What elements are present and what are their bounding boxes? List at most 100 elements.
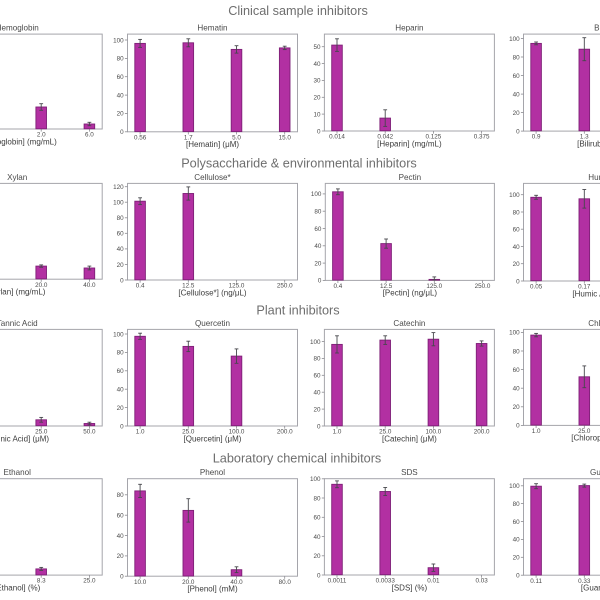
svg-text:80: 80	[513, 348, 521, 355]
svg-text:[Humic Acid] (ng/μL): [Humic Acid] (ng/μL)	[572, 289, 600, 298]
svg-text:80: 80	[117, 350, 125, 357]
svg-text:80: 80	[313, 356, 321, 363]
svg-text:40: 40	[313, 534, 321, 541]
svg-text:1.0: 1.0	[333, 429, 342, 436]
svg-text:[Hematin] (μM): [Hematin] (μM)	[186, 140, 239, 149]
svg-text:0.014: 0.014	[329, 134, 345, 141]
svg-text:Quercetin: Quercetin	[195, 319, 230, 328]
svg-text:200.0: 200.0	[474, 429, 490, 436]
svg-text:10.0: 10.0	[134, 579, 147, 586]
svg-text:20: 20	[314, 260, 322, 267]
svg-text:0.042: 0.042	[377, 134, 393, 141]
svg-text:60: 60	[314, 226, 322, 233]
svg-text:40: 40	[313, 390, 321, 397]
svg-text:8.3: 8.3	[37, 578, 46, 585]
svg-text:125.0: 125.0	[229, 283, 245, 290]
svg-text:20: 20	[513, 261, 521, 268]
svg-text:Chlorophyll: Chlorophyll	[588, 319, 600, 328]
svg-text:15.0: 15.0	[279, 134, 292, 141]
svg-text:60: 60	[513, 73, 521, 80]
svg-text:6.0: 6.0	[85, 132, 94, 139]
svg-text:Pectin: Pectin	[399, 173, 422, 182]
svg-text:80.0: 80.0	[279, 579, 292, 586]
svg-text:1.3: 1.3	[580, 134, 589, 141]
svg-text:Clinical sample inhibitors: Clinical sample inhibitors	[228, 4, 368, 18]
svg-text:100: 100	[509, 330, 520, 337]
svg-text:30: 30	[313, 78, 321, 85]
svg-text:[Quercetin] (μM): [Quercetin] (μM)	[184, 434, 242, 443]
svg-text:100: 100	[310, 339, 321, 346]
svg-text:[Xylan] (mg/mL): [Xylan] (mg/mL)	[0, 288, 46, 297]
svg-text:0.9: 0.9	[532, 134, 541, 141]
svg-text:0.4: 0.4	[334, 283, 343, 290]
svg-text:12.5: 12.5	[182, 283, 195, 290]
svg-text:20: 20	[313, 553, 321, 560]
svg-text:40: 40	[314, 243, 322, 250]
svg-text:0: 0	[120, 574, 124, 581]
svg-text:100: 100	[113, 200, 124, 207]
svg-text:0.4: 0.4	[136, 283, 145, 290]
svg-text:[Phenol] (mM): [Phenol] (mM)	[187, 585, 238, 594]
svg-text:0.125: 0.125	[426, 134, 442, 141]
svg-text:60: 60	[117, 368, 125, 375]
svg-text:0: 0	[317, 423, 321, 430]
svg-text:50: 50	[313, 44, 321, 51]
svg-text:40: 40	[313, 61, 321, 68]
svg-text:Phenol: Phenol	[200, 468, 225, 477]
svg-text:[Hemoglobin] (mg/mL): [Hemoglobin] (mg/mL)	[0, 137, 57, 146]
svg-text:120: 120	[113, 184, 124, 191]
svg-text:0.11: 0.11	[530, 578, 542, 585]
svg-text:20: 20	[513, 110, 521, 117]
svg-text:1.0: 1.0	[532, 428, 541, 435]
svg-text:80: 80	[513, 54, 521, 61]
svg-text:Catechin: Catechin	[393, 319, 425, 328]
svg-text:Laboratory chemical inhibitors: Laboratory chemical inhibitors	[213, 452, 382, 466]
svg-text:0.05: 0.05	[530, 284, 543, 291]
svg-text:1.7: 1.7	[184, 134, 193, 141]
svg-text:[Chlorophyll] (μg/mL): [Chlorophyll] (μg/mL)	[571, 434, 600, 443]
svg-text:0.03: 0.03	[475, 578, 488, 585]
svg-text:5.0: 5.0	[232, 134, 241, 141]
svg-text:20.0: 20.0	[182, 579, 195, 586]
svg-text:10: 10	[313, 111, 321, 118]
svg-text:250.0: 250.0	[475, 283, 491, 290]
svg-text:25.0: 25.0	[379, 429, 392, 436]
svg-text:0: 0	[516, 573, 520, 580]
svg-text:60: 60	[513, 519, 521, 526]
svg-text:100: 100	[311, 191, 322, 198]
svg-text:2.0: 2.0	[37, 132, 46, 139]
svg-text:Bilirubin: Bilirubin	[594, 24, 600, 33]
svg-text:40: 40	[117, 387, 125, 394]
svg-text:0.56: 0.56	[134, 134, 147, 141]
svg-text:12.5: 12.5	[380, 283, 393, 290]
svg-text:60: 60	[313, 515, 321, 522]
svg-text:100: 100	[113, 331, 124, 338]
svg-text:40: 40	[513, 386, 521, 393]
svg-text:80: 80	[513, 209, 521, 216]
svg-text:0.33: 0.33	[578, 578, 591, 585]
svg-text:Guanidine: Guanidine	[590, 468, 600, 477]
svg-text:40: 40	[513, 244, 521, 251]
svg-text:100: 100	[113, 37, 124, 44]
svg-text:0.17: 0.17	[578, 284, 591, 291]
svg-text:100.0: 100.0	[229, 429, 245, 436]
svg-text:[Tannic Acid] (μM): [Tannic Acid] (μM)	[0, 434, 49, 443]
svg-text:Hematin: Hematin	[197, 24, 227, 33]
svg-text:Ethanol: Ethanol	[3, 468, 31, 477]
svg-text:0: 0	[120, 423, 124, 430]
svg-text:0.01: 0.01	[427, 578, 440, 585]
svg-text:20: 20	[313, 406, 321, 413]
svg-text:20: 20	[513, 555, 521, 562]
svg-text:25.0: 25.0	[35, 429, 48, 436]
svg-text:Xylan: Xylan	[7, 173, 27, 182]
svg-text:60: 60	[313, 373, 321, 380]
svg-text:0: 0	[120, 277, 124, 284]
svg-text:60: 60	[117, 74, 125, 81]
svg-text:100: 100	[509, 483, 520, 490]
svg-text:[Catechin] (μM): [Catechin] (μM)	[382, 434, 437, 443]
svg-text:Humic Acid: Humic Acid	[588, 173, 600, 182]
svg-text:50.0: 50.0	[83, 429, 96, 436]
svg-text:20: 20	[117, 405, 125, 412]
svg-text:25.0: 25.0	[182, 429, 195, 436]
svg-text:20: 20	[313, 95, 321, 102]
